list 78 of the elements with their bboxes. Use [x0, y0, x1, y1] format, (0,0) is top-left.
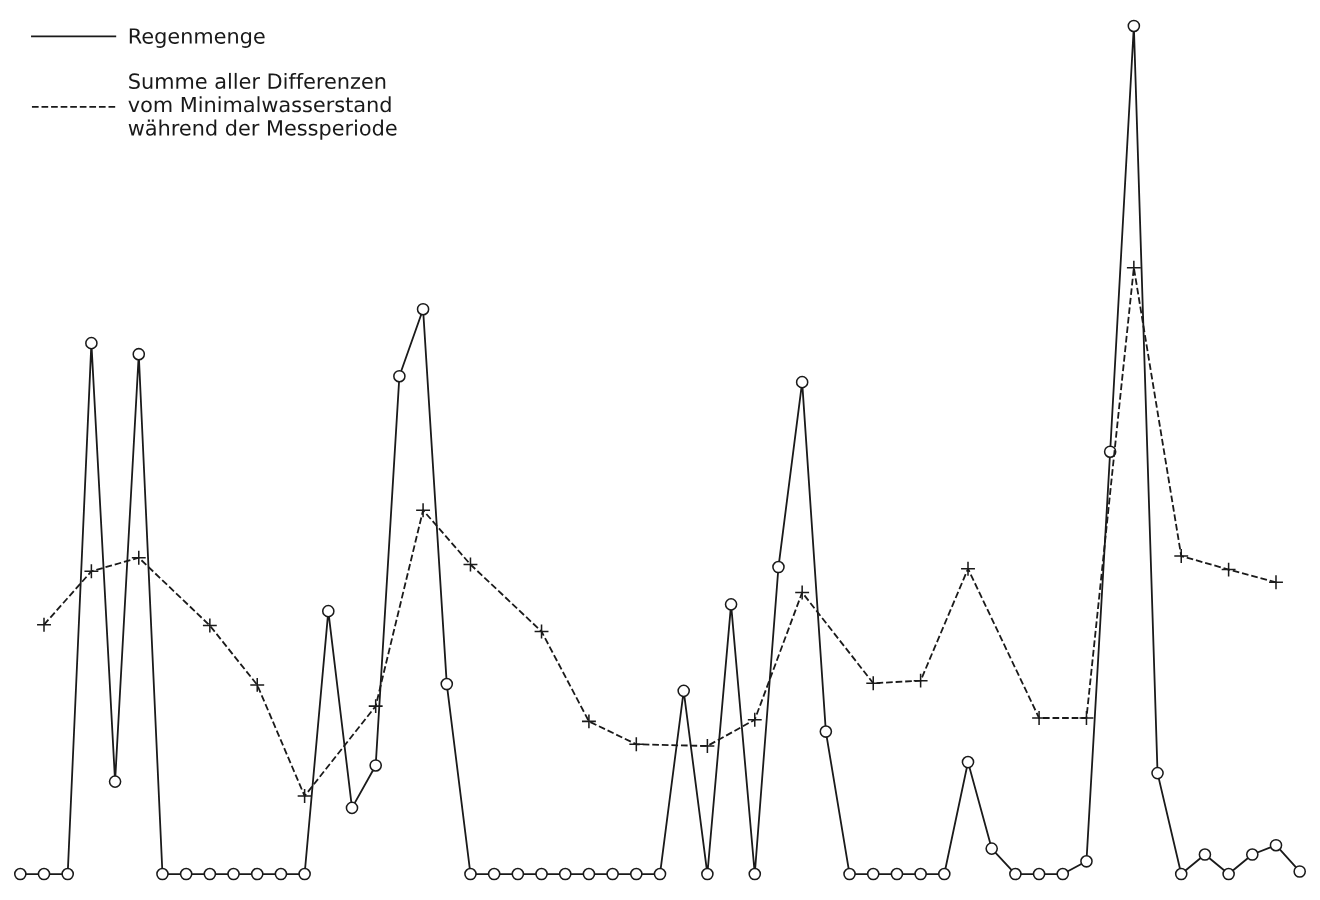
- point: [1151, 766, 1164, 780]
- point: [985, 842, 999, 855]
- point: [699, 738, 716, 754]
- point: [747, 711, 763, 728]
- point: [250, 867, 264, 881]
- point: [61, 867, 75, 881]
- point: [961, 755, 975, 769]
- point: [415, 502, 431, 518]
- point: [1293, 865, 1307, 878]
- point: [440, 677, 454, 691]
- point: [179, 867, 193, 881]
- point: [843, 867, 856, 881]
- point: [795, 375, 809, 389]
- point: [274, 867, 288, 881]
- point: [227, 867, 240, 881]
- point: [960, 561, 976, 577]
- point: [794, 584, 810, 601]
- point: [582, 867, 596, 881]
- point: [701, 867, 714, 881]
- point: [108, 775, 122, 788]
- point: [1009, 867, 1022, 881]
- point: [393, 369, 406, 383]
- point: [1174, 867, 1188, 881]
- point: [937, 867, 951, 881]
- point: [1269, 838, 1283, 852]
- point: [890, 867, 904, 881]
- point: [296, 788, 313, 804]
- legend-label: Regenmenge: [129, 28, 265, 48]
- point: [132, 347, 146, 361]
- point: [772, 560, 785, 574]
- point: [558, 867, 572, 881]
- point: [1032, 867, 1046, 881]
- point: [866, 867, 880, 881]
- point: [653, 867, 667, 881]
- point: [487, 867, 501, 881]
- point: [1198, 848, 1212, 861]
- point: [369, 759, 383, 772]
- point: [1245, 848, 1259, 861]
- point: [1078, 710, 1095, 726]
- point: [298, 867, 311, 881]
- point: [36, 616, 52, 633]
- point: [416, 302, 430, 316]
- legend-label: Summe aller Differenzen vom Minimalwasserstand während der Messperiode: [128, 72, 397, 140]
- point: [1268, 574, 1284, 591]
- point: [131, 549, 147, 566]
- point: [462, 556, 479, 573]
- point: [1220, 561, 1237, 578]
- point: [321, 604, 335, 618]
- point: [535, 867, 548, 881]
- point: [249, 677, 265, 693]
- point: [606, 867, 619, 881]
- point: [1222, 867, 1235, 881]
- point: [1127, 19, 1141, 33]
- point: [912, 672, 929, 689]
- point: [629, 867, 643, 881]
- point: [628, 736, 645, 752]
- point: [464, 867, 477, 881]
- point: [1173, 548, 1189, 564]
- point: [914, 867, 927, 881]
- point: [581, 713, 597, 730]
- point: [724, 598, 738, 611]
- point: [85, 336, 98, 350]
- point: [748, 867, 762, 881]
- point: [1080, 854, 1093, 868]
- point: [83, 563, 100, 579]
- point: [1056, 867, 1070, 881]
- point: [533, 623, 550, 640]
- point: [37, 867, 51, 881]
- point: [345, 801, 359, 815]
- point: [677, 684, 691, 698]
- point: [203, 867, 217, 881]
- point: [511, 867, 525, 881]
- point: [367, 698, 384, 714]
- point: [865, 675, 881, 691]
- point: [202, 617, 218, 634]
- point: [13, 867, 27, 881]
- point: [156, 867, 169, 881]
- point: [819, 725, 833, 738]
